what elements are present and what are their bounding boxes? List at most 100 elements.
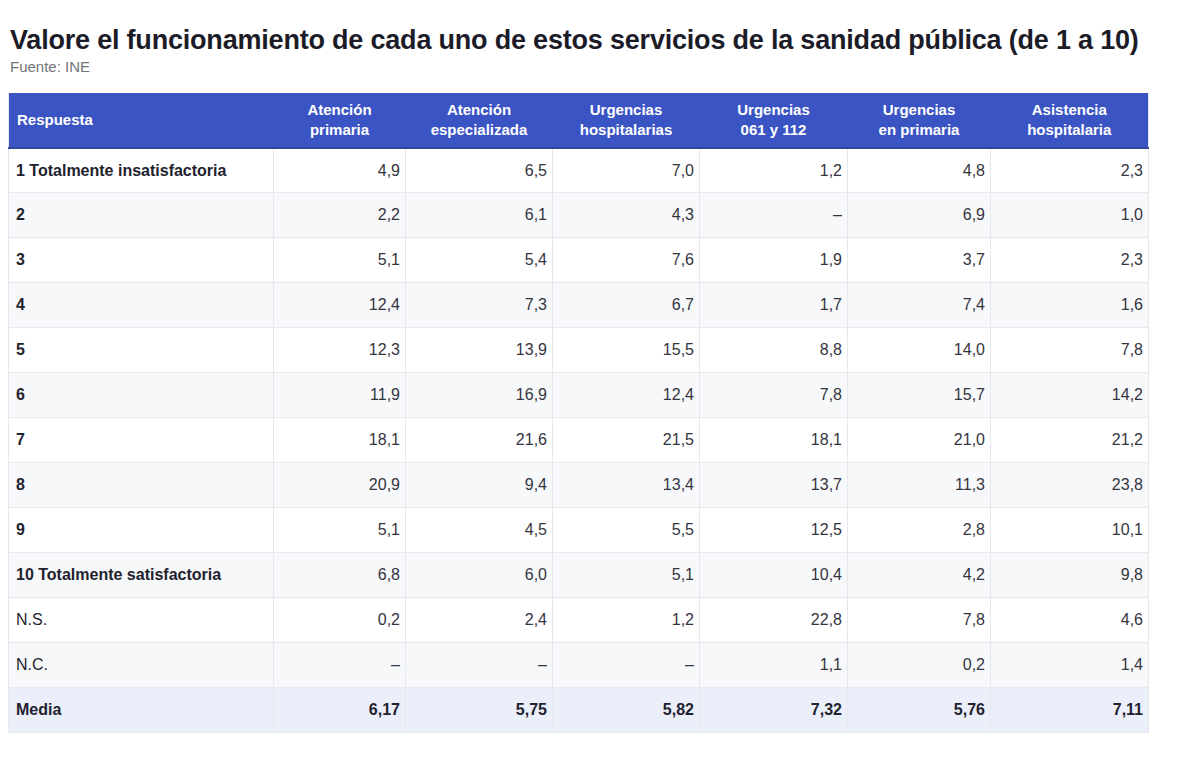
cell-value: 1,0: [991, 193, 1149, 238]
row-label: Media: [9, 688, 274, 733]
cell-value: 5,1: [274, 508, 406, 553]
row-label: 7: [9, 418, 274, 463]
header-row: RespuestaAtenciónprimariaAtenciónespecia…: [9, 93, 1149, 148]
cell-value: 2,3: [991, 238, 1149, 283]
cell-value: 7,6: [553, 238, 700, 283]
cell-value: –: [274, 643, 406, 688]
cell-value: 1,7: [700, 283, 848, 328]
table-row: 10 Totalmente satisfactoria6,86,05,110,4…: [9, 553, 1149, 598]
cell-value: 4,3: [553, 193, 700, 238]
cell-value: 12,3: [274, 328, 406, 373]
cell-value: 18,1: [274, 418, 406, 463]
column-header-urgencias-061-112: Urgencias061 y 112: [700, 93, 848, 148]
cell-value: 7,11: [991, 688, 1149, 733]
cell-value: 5,82: [553, 688, 700, 733]
cell-value: 10,4: [700, 553, 848, 598]
cell-value: 8,8: [700, 328, 848, 373]
row-label: 3: [9, 238, 274, 283]
table-row: 95,14,55,512,52,810,1: [9, 508, 1149, 553]
column-header-atencion-primaria: Atenciónprimaria: [274, 93, 406, 148]
cell-value: –: [406, 643, 553, 688]
column-header-urgencias-hospitalarias: Urgenciashospitalarias: [553, 93, 700, 148]
cell-value: 13,4: [553, 463, 700, 508]
cell-value: 20,9: [274, 463, 406, 508]
cell-value: 7,0: [553, 148, 700, 193]
cell-value: 3,7: [848, 238, 991, 283]
cell-value: 12,5: [700, 508, 848, 553]
cell-value: 1,1: [700, 643, 848, 688]
page-title: Valore el funcionamiento de cada uno de …: [10, 24, 1192, 56]
cell-value: 4,8: [848, 148, 991, 193]
row-label: 2: [9, 193, 274, 238]
cell-value: 0,2: [274, 598, 406, 643]
cell-value: 16,9: [406, 373, 553, 418]
cell-value: 6,17: [274, 688, 406, 733]
cell-value: 11,3: [848, 463, 991, 508]
cell-value: 6,7: [553, 283, 700, 328]
cell-value: –: [700, 193, 848, 238]
column-header-line: especializada: [414, 120, 545, 140]
page: Valore el funcionamiento de cada uno de …: [0, 0, 1200, 784]
column-header-line: Atención: [282, 100, 398, 120]
cell-value: 9,8: [991, 553, 1149, 598]
cell-value: 1,4: [991, 643, 1149, 688]
cell-value: –: [553, 643, 700, 688]
row-label: N.C.: [9, 643, 274, 688]
table-header: RespuestaAtenciónprimariaAtenciónespecia…: [9, 93, 1149, 148]
cell-value: 9,4: [406, 463, 553, 508]
cell-value: 21,6: [406, 418, 553, 463]
cell-value: 5,76: [848, 688, 991, 733]
table-row: N.S.0,22,41,222,87,84,6: [9, 598, 1149, 643]
column-header-line: Urgencias: [708, 100, 840, 120]
cell-value: 14,2: [991, 373, 1149, 418]
cell-value: 21,2: [991, 418, 1149, 463]
cell-value: 2,4: [406, 598, 553, 643]
cell-value: 15,7: [848, 373, 991, 418]
cell-value: 22,8: [700, 598, 848, 643]
column-header-respuesta: Respuesta: [9, 93, 274, 148]
cell-value: 5,5: [553, 508, 700, 553]
cell-value: 7,4: [848, 283, 991, 328]
row-label: 1 Totalmente insatisfactoria: [9, 148, 274, 193]
column-header-line: Urgencias: [856, 100, 983, 120]
column-header-urgencias-en-primaria: Urgenciasen primaria: [848, 93, 991, 148]
cell-value: 5,1: [553, 553, 700, 598]
table-body: 1 Totalmente insatisfactoria4,96,57,01,2…: [9, 148, 1149, 733]
cell-value: 5,1: [274, 238, 406, 283]
column-header-line: Urgencias: [561, 100, 692, 120]
column-header-atencion-especializada: Atenciónespecializada: [406, 93, 553, 148]
table-row: 1 Totalmente insatisfactoria4,96,57,01,2…: [9, 148, 1149, 193]
cell-value: 7,8: [991, 328, 1149, 373]
media-row: Media6,175,755,827,325,767,11: [9, 688, 1149, 733]
cell-value: 21,5: [553, 418, 700, 463]
cell-value: 0,2: [848, 643, 991, 688]
cell-value: 6,8: [274, 553, 406, 598]
column-header-line: hospitalaria: [999, 120, 1141, 140]
cell-value: 14,0: [848, 328, 991, 373]
cell-value: 5,4: [406, 238, 553, 283]
column-header-line: en primaria: [856, 120, 983, 140]
cell-value: 13,9: [406, 328, 553, 373]
cell-value: 1,2: [700, 148, 848, 193]
cell-value: 6,0: [406, 553, 553, 598]
cell-value: 4,5: [406, 508, 553, 553]
cell-value: 4,6: [991, 598, 1149, 643]
cell-value: 7,3: [406, 283, 553, 328]
cell-value: 1,6: [991, 283, 1149, 328]
cell-value: 2,8: [848, 508, 991, 553]
cell-value: 12,4: [274, 283, 406, 328]
cell-value: 2,3: [991, 148, 1149, 193]
cell-value: 12,4: [553, 373, 700, 418]
cell-value: 7,8: [700, 373, 848, 418]
table-row: N.C.–––1,10,21,4: [9, 643, 1149, 688]
source-note: Fuente: INE: [10, 58, 1192, 76]
row-label: 6: [9, 373, 274, 418]
column-header-line: primaria: [282, 120, 398, 140]
table-row: 611,916,912,47,815,714,2: [9, 373, 1149, 418]
table-row: 22,26,14,3–6,91,0: [9, 193, 1149, 238]
column-header-line: hospitalarias: [561, 120, 692, 140]
table-row: 512,313,915,58,814,07,8: [9, 328, 1149, 373]
cell-value: 10,1: [991, 508, 1149, 553]
cell-value: 7,8: [848, 598, 991, 643]
cell-value: 5,75: [406, 688, 553, 733]
